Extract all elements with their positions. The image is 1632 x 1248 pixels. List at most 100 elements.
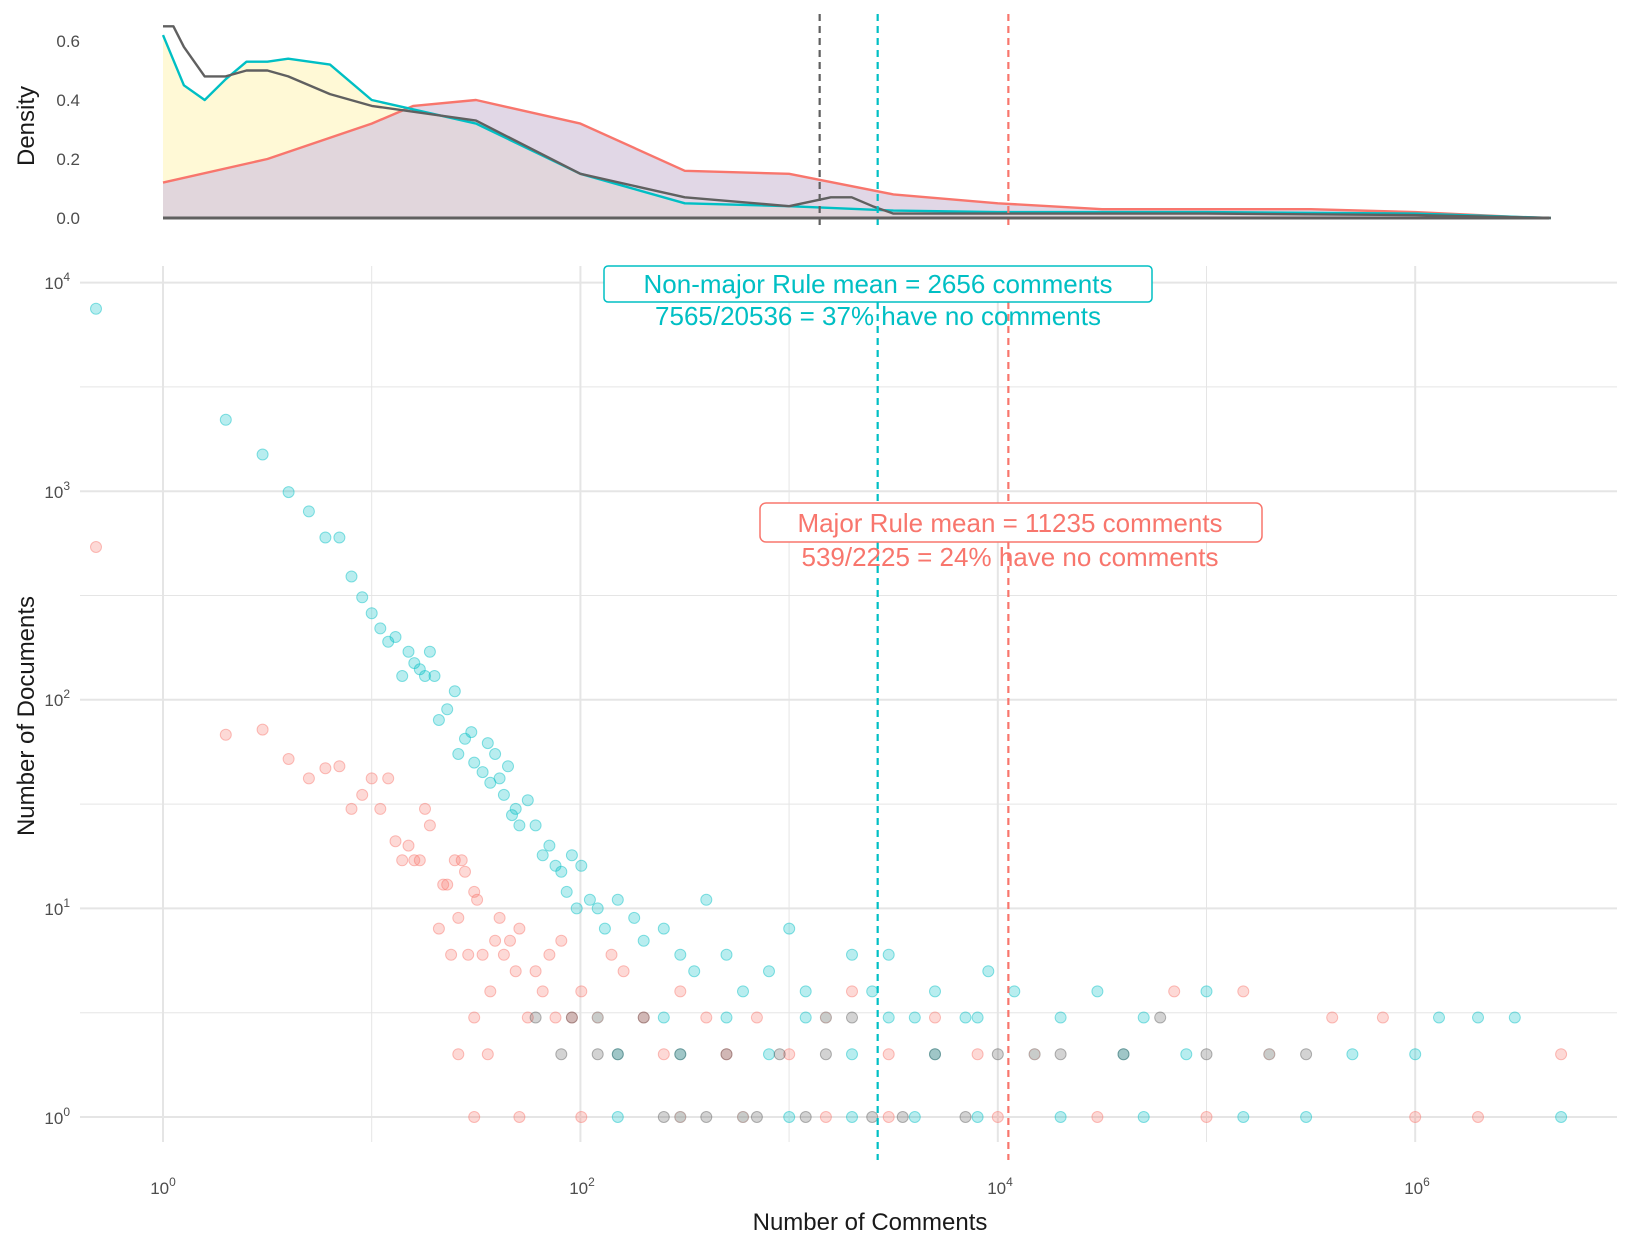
scatter-point-non-major [408, 657, 421, 670]
scatter-point-non-major [382, 635, 395, 648]
scatter-point-major [90, 541, 102, 553]
scatter-point-all [1154, 1011, 1167, 1024]
scatter-point-non-major [389, 631, 402, 643]
scatter-point-non-major [432, 714, 445, 726]
scatter-point-non-major [674, 1048, 687, 1061]
scatter-point-major [674, 985, 687, 998]
scatter-point-non-major [506, 809, 518, 822]
scatter-point-all [896, 1111, 909, 1123]
scatter-point-non-major [799, 985, 812, 998]
density-line-major [162, 98, 1551, 220]
scatter-point-non-major [1054, 1111, 1067, 1123]
scatter-point-non-major [423, 645, 436, 658]
scatter-point-non-major [441, 703, 454, 716]
scatter-point-major [282, 753, 295, 765]
scatter-point-major [1028, 1048, 1041, 1061]
scatter-point-major [256, 723, 269, 736]
scatter-point-non-major [846, 1048, 858, 1061]
scatter-point-non-major [846, 1111, 858, 1123]
scatter-point-non-major [560, 885, 573, 898]
scatter-point-major [521, 1011, 534, 1024]
x-tick-10e2: 102 [569, 1175, 595, 1198]
scatter-point-non-major [555, 865, 568, 878]
scatter-point-all [750, 1111, 763, 1123]
scatter-point-non-major [866, 985, 879, 998]
scatter-point-major [529, 965, 542, 978]
scatter-point-non-major [536, 849, 549, 862]
scatter-point-major [882, 1048, 895, 1061]
scatter-point-non-major [493, 772, 506, 785]
scatter-point-non-major [502, 760, 514, 773]
scatter-point-major [462, 948, 475, 961]
scatter-point-major [476, 948, 489, 961]
scatter-point-major [423, 819, 436, 832]
scatter-point-major [468, 1011, 481, 1024]
scatter-point-non-major [737, 985, 749, 998]
scatter-point-major [471, 893, 484, 906]
scatter-point-major [396, 854, 409, 867]
scatter-point-major [657, 1048, 670, 1061]
scatter-point-non-major [674, 1111, 687, 1123]
scatter-point-non-major [628, 911, 641, 924]
scatter-point-all [929, 1048, 941, 1061]
scatter-mean-lines [876, 266, 1010, 1160]
nonmajor-mean-label: Non-major Rule mean = 2656 comments [644, 269, 1113, 299]
scatter-point-non-major [256, 448, 269, 461]
scatter-point-major [219, 728, 232, 741]
scatter-point-major [971, 1048, 984, 1061]
scatter-point-non-major [611, 1111, 624, 1123]
scatter-point-major [720, 1048, 733, 1061]
y-tick-10e3: 103 [44, 479, 70, 502]
scatter-point-major [389, 835, 402, 848]
density-ytick-1: 0.2 [56, 150, 80, 169]
scatter-point-major [543, 948, 556, 961]
scatter-point-all [700, 1111, 713, 1123]
scatter-point-non-major [783, 1111, 796, 1123]
scatter-point-major [509, 965, 522, 978]
scatter-point-non-major [1054, 1011, 1067, 1024]
scatter-point-non-major [908, 1011, 921, 1024]
density-areas [163, 35, 1551, 218]
scatter-point-non-major [763, 965, 775, 978]
density-lines [161, 25, 1551, 220]
scatter-point-major [333, 760, 346, 773]
scatter-point-major [555, 934, 568, 947]
scatter-point-non-major [549, 859, 562, 872]
scatter-point-non-major [971, 1111, 984, 1123]
scatter-point-all [591, 1048, 604, 1061]
scatter-point-non-major [282, 486, 295, 499]
scatter-point-major [565, 1011, 578, 1024]
scatter-point-non-major [529, 819, 542, 832]
scatter-point-all [1054, 1048, 1067, 1061]
scatter-point-non-major [481, 737, 494, 750]
scatter-point-all [991, 1048, 1004, 1061]
scatter-point-major [468, 1111, 481, 1123]
scatter-point-major [468, 885, 481, 898]
scatter-point-major [1472, 1111, 1484, 1123]
scatter-point-major [382, 772, 395, 785]
scatter-point-major [402, 839, 415, 852]
scatter-point-non-major [465, 726, 478, 739]
scatter-point-non-major [882, 1011, 895, 1024]
nonmajor-annotation: Non-major Rule mean = 2656 comments 7565… [603, 265, 1153, 331]
scatter-point-non-major [674, 948, 687, 961]
x-tick-10e6: 106 [1404, 1175, 1430, 1198]
scatter-point-non-major [459, 732, 471, 745]
scatter-point-non-major [575, 859, 588, 872]
scatter-point-major [846, 985, 858, 998]
y-tick-10e4: 104 [44, 270, 70, 293]
scatter-point-major [484, 985, 497, 998]
scatter-point-major [674, 1111, 687, 1123]
scatter-point-non-major [319, 531, 332, 544]
scatter-ylabel: Number of Documents [13, 596, 40, 836]
scatter-point-non-major [448, 685, 461, 698]
scatter-point-non-major [476, 766, 489, 779]
scatter-point-non-major [1137, 1011, 1150, 1024]
scatter-point-non-major [929, 1048, 941, 1061]
nonmajor-annotation-box [603, 265, 1153, 303]
scatter-point-major [356, 788, 369, 801]
scatter-point-non-major [396, 670, 409, 682]
scatter-point-all [657, 1111, 670, 1123]
scatter-point-all [720, 1048, 733, 1061]
